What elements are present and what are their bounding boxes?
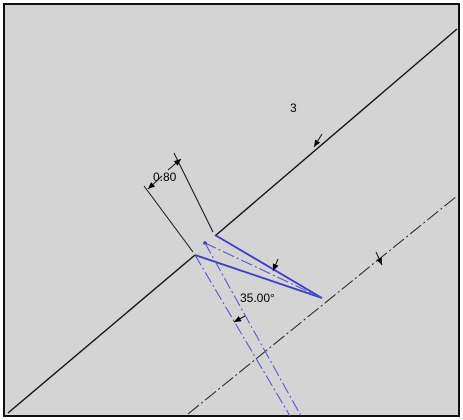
dimension-arrow bbox=[272, 258, 279, 272]
edge-line bbox=[214, 28, 458, 237]
extension-line bbox=[173, 152, 214, 233]
dimension-arrow bbox=[233, 315, 246, 323]
dimension-text: 35.00° bbox=[240, 291, 275, 305]
construction-line bbox=[194, 254, 291, 417]
extension-line bbox=[143, 185, 194, 253]
sketch-area bbox=[3, 3, 460, 417]
dimension-text: 0.80 bbox=[153, 170, 177, 184]
construction-line bbox=[204, 242, 323, 299]
dimension-arrow bbox=[147, 175, 163, 190]
dimension-text: 3 bbox=[290, 101, 297, 115]
edge-line bbox=[7, 254, 196, 414]
centerline bbox=[187, 195, 458, 415]
dimension-arrow bbox=[375, 251, 383, 266]
construction-line bbox=[204, 242, 302, 417]
dimension-arrow bbox=[313, 133, 323, 148]
dimension-arrow bbox=[167, 158, 182, 171]
